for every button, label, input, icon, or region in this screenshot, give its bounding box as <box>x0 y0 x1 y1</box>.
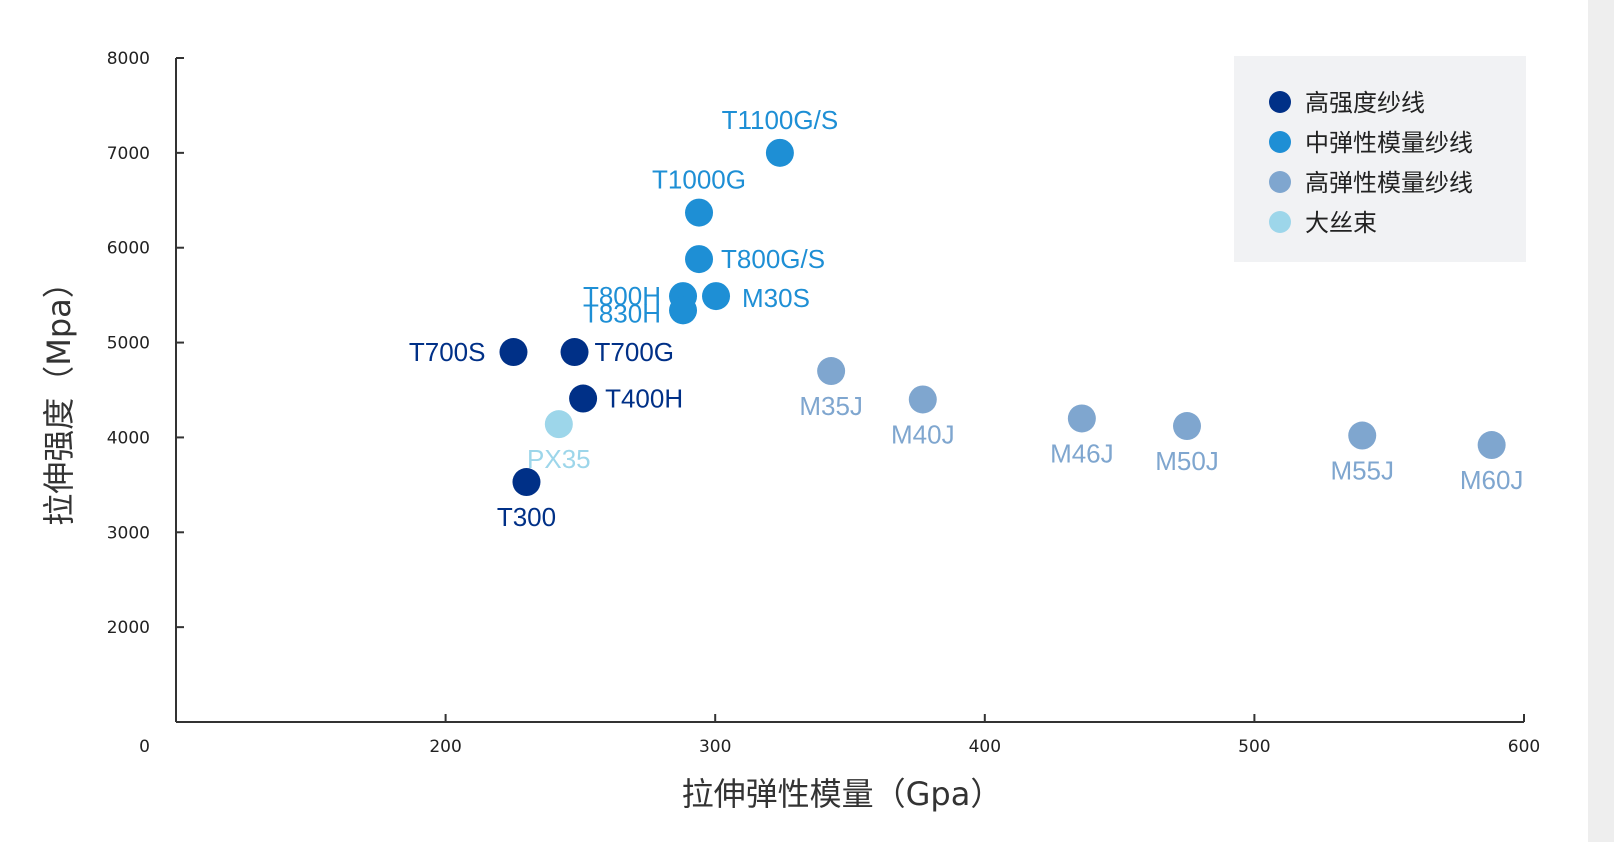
data-point <box>512 468 541 497</box>
x-tick-label: 300 <box>699 737 731 757</box>
data-label: T800H <box>583 281 661 311</box>
data-label: T700S <box>409 337 486 367</box>
x-tick-label: 600 <box>1508 737 1540 757</box>
data-point <box>499 338 528 367</box>
y-tick-label: 8000 <box>107 49 150 69</box>
data-label: M50J <box>1155 446 1219 476</box>
x-tick-label: 500 <box>1238 737 1270 757</box>
data-point <box>1067 404 1096 433</box>
data-label: T830H <box>583 298 661 328</box>
data-label: T400H <box>605 384 683 414</box>
data-label: M40J <box>891 419 955 449</box>
legend-entry: 高强度纱线 <box>1305 89 1425 117</box>
legend-marker <box>1269 211 1291 233</box>
y-tick-label: 4000 <box>107 428 150 448</box>
legend-entry: 高弹性模量纱线 <box>1305 169 1473 197</box>
data-point <box>569 384 598 413</box>
y-axis-title: 拉伸强度（Mpa） <box>40 266 78 526</box>
data-label: M60J <box>1460 465 1524 495</box>
origin-tick-label: 0 <box>139 737 150 757</box>
data-point <box>702 282 731 311</box>
data-label: T300 <box>497 502 556 532</box>
data-point <box>685 245 714 274</box>
data-label: T1000G <box>652 165 746 195</box>
y-tick-label: 6000 <box>107 239 150 259</box>
data-point <box>669 296 698 325</box>
y-tick-label: 2000 <box>107 618 150 638</box>
data-label: T700G <box>595 337 675 367</box>
right-edge-strip <box>1588 0 1614 842</box>
data-point <box>685 198 714 227</box>
data-point <box>1348 421 1377 450</box>
y-tick-label: 3000 <box>107 523 150 543</box>
x-tick-label: 200 <box>429 737 461 757</box>
legend-marker <box>1269 91 1291 113</box>
y-tick-label: 7000 <box>107 144 150 164</box>
x-axis-title: 拉伸弹性模量（Gpa） <box>682 775 1003 813</box>
axes <box>175 58 1524 723</box>
legend-entry: 大丝束 <box>1305 209 1377 237</box>
data-point <box>908 385 937 414</box>
legend-entry: 中弹性模量纱线 <box>1305 129 1473 157</box>
data-point <box>765 138 794 167</box>
x-tick-label: 400 <box>969 737 1001 757</box>
data-point <box>817 357 846 386</box>
data-label: T800G/S <box>721 244 825 274</box>
data-point <box>1173 412 1201 441</box>
data-label: M30S <box>742 283 810 313</box>
data-label: M46J <box>1050 438 1114 468</box>
data-label: M55J <box>1330 456 1394 486</box>
point-labels: T300 T700S T700G T400H T1100G/S T1000G T800G/S… <box>409 105 1524 532</box>
legend-marker <box>1269 131 1291 153</box>
data-label: PX35 <box>527 444 591 474</box>
legend-marker <box>1269 171 1291 193</box>
y-tick-label: 5000 <box>107 334 150 354</box>
data-label: M35J <box>799 391 863 421</box>
data-point <box>560 338 589 367</box>
points <box>499 138 1506 497</box>
ticks: 200 300 400 500 600 2000 3000 4000 5000 6000 7000 8… <box>107 49 1540 757</box>
data-point <box>1477 431 1506 460</box>
data-point <box>544 410 573 439</box>
data-label: T1100G/S <box>722 105 839 135</box>
